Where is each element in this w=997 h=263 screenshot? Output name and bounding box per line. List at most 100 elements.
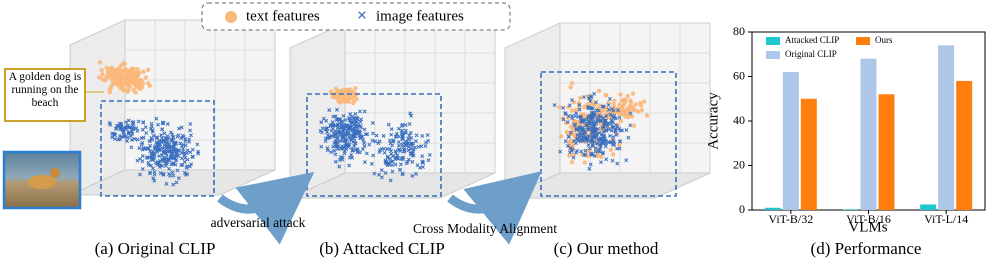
image-feature-point [135,137,140,142]
image-feature-point [586,119,591,124]
image-feature-point [563,139,568,144]
text-feature-point [577,95,583,101]
text-feature-point [625,93,630,99]
text-feature-point [633,102,639,107]
image-feature-point [588,162,593,167]
image-feature-point [565,143,570,148]
image-feature-point [610,113,615,118]
image-feature-point [394,134,399,139]
image-feature-point [346,145,351,150]
image-feature-point [344,123,348,127]
text-feature-point [97,60,103,65]
image-feature-point [152,145,157,150]
image-feature-point [124,139,129,143]
image-feature-point [613,129,618,134]
image-feature-point [606,121,611,126]
image-feature-point [615,161,620,166]
y-tick-label: 80 [733,24,745,38]
image-feature-point [354,147,358,152]
image-feature-point [410,153,415,158]
image-feature-point [391,138,396,143]
image-feature-point [563,110,568,115]
image-feature-point [352,138,357,143]
image-feature-point [160,163,165,168]
image-feature-point [349,152,354,157]
image-feature-point [406,157,411,162]
image-feature-point [419,144,424,149]
image-feature-point [583,130,588,135]
image-feature-point [602,118,607,123]
text-feature-point [135,80,140,86]
text-feature-point [145,67,151,73]
image-feature-point [383,171,388,175]
image-feature-point [162,159,166,164]
x-tick-label: ViT-B/32 [768,212,813,226]
image-feature-point [152,155,157,160]
image-feature-point [610,120,615,125]
image-feature-point [187,139,192,144]
image-feature-point [122,132,127,137]
image-feature-point [389,132,394,137]
image-feature-point [382,150,387,155]
image-feature-point [337,158,342,163]
image-feature-point [381,146,386,151]
image-feature-point [400,172,405,177]
image-feature-point [389,151,394,156]
bar [782,72,799,210]
image-feature-point [618,139,623,144]
image-feature-point [577,128,582,133]
text-feature-point [117,72,123,78]
image-feature-point [152,178,157,183]
image-feature-point [171,182,176,187]
image-feature-point [161,171,166,176]
image-feature-point [385,155,390,160]
image-feature-point [345,138,350,143]
image-feature-point [350,155,355,160]
image-feature-point [588,94,593,99]
image-feature-point [110,135,115,140]
y-tick-label: 20 [733,157,745,171]
image-feature-point [611,135,616,139]
image-feature-point [596,108,601,113]
image-feature-point [152,172,157,177]
image-feature-point [402,148,407,153]
image-feature-point [149,121,154,126]
bar [956,80,973,210]
image-feature-point [599,160,603,165]
image-feature-point [396,126,401,131]
image-feature-point [552,103,557,108]
image-feature-point [349,138,354,143]
image-feature-point [196,149,201,154]
image-feature-point [145,156,150,161]
image-feature-point [381,133,386,138]
text-feature-point [100,77,105,82]
bar [920,204,937,210]
image-feature-point [179,136,184,141]
image-feature-point [361,138,366,142]
image-feature-point [178,141,183,146]
image-feature-point [359,125,363,130]
image-feature-point [188,121,193,126]
image-feature-point [195,142,200,147]
image-feature-point [150,128,155,133]
text-feature-point [342,88,347,93]
text-feature-point [620,105,625,111]
image-feature-point [354,124,359,129]
legend-label: Original CLIP [785,49,837,59]
image-feature-point [409,146,414,151]
image-feature-point [176,126,181,131]
image-feature-point [365,132,370,137]
image-feature-point [333,152,338,157]
image-feature-point [333,140,338,144]
image-feature-point [600,134,605,139]
image-feature-point [343,118,348,122]
text-feature-point [123,78,128,84]
image-feature-point [570,113,575,118]
image-feature-point [329,134,334,138]
image-feature-point [353,131,358,136]
image-feature-point [377,150,382,154]
image-feature-point [595,137,600,142]
image-feature-point [614,123,618,128]
arrow-label: adversarial attack [211,215,306,230]
